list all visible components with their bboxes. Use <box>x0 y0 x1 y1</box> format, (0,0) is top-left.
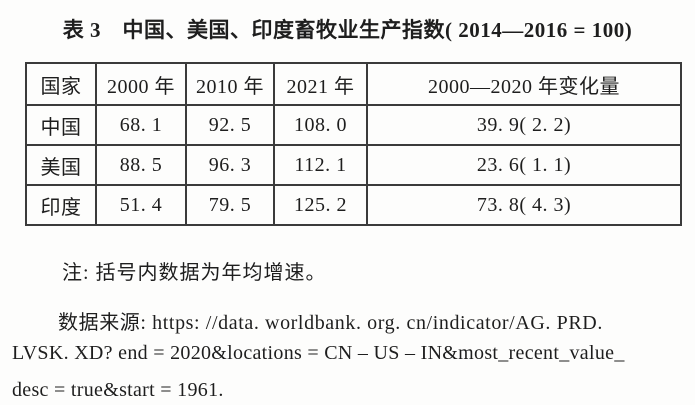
data-source-line-2: LVSK. XD? end = 2020&locations = CN – US… <box>12 342 625 364</box>
cell-country: 美国 <box>25 144 97 186</box>
cell-value: 108. 0 <box>273 104 368 146</box>
cell-change: 23. 6( 1. 1) <box>366 144 682 186</box>
cell-country: 中国 <box>25 104 97 146</box>
table-row-usa: 美国 88. 5 96. 3 112. 1 23. 6( 1. 1) <box>25 144 682 186</box>
cell-change: 73. 8( 4. 3) <box>366 184 682 226</box>
cell-value: 96. 3 <box>185 144 275 186</box>
col-header-2021: 2021 年 <box>273 62 368 106</box>
cell-value: 92. 5 <box>185 104 275 146</box>
table-caption: 表 3 中国、美国、印度畜牧业生产指数( 2014—2016 = 100) <box>62 18 633 42</box>
col-header-change: 2000—2020 年变化量 <box>366 62 682 106</box>
livestock-index-table: 国家 2000 年 2010 年 2021 年 2000—2020 年变化量 中… <box>25 62 682 226</box>
table-note: 注: 括号内数据为年均增速。 <box>62 262 327 284</box>
table-row-china: 中国 68. 1 92. 5 108. 0 39. 9( 2. 2) <box>25 104 682 146</box>
cell-value: 125. 2 <box>273 184 368 226</box>
col-header-2010: 2010 年 <box>185 62 275 106</box>
cell-value: 79. 5 <box>185 184 275 226</box>
cell-value: 68. 1 <box>95 104 187 146</box>
cell-change: 39. 9( 2. 2) <box>366 104 682 146</box>
col-header-2000: 2000 年 <box>95 62 187 106</box>
cell-country: 印度 <box>25 184 97 226</box>
data-source-line-1: 数据来源: https: //data. worldbank. org. cn/… <box>58 312 603 334</box>
cell-value: 88. 5 <box>95 144 187 186</box>
table-header-row: 国家 2000 年 2010 年 2021 年 2000—2020 年变化量 <box>25 62 682 106</box>
table-row-india: 印度 51. 4 79. 5 125. 2 73. 8( 4. 3) <box>25 184 682 226</box>
cell-value: 112. 1 <box>273 144 368 186</box>
col-header-country: 国家 <box>25 62 97 106</box>
cell-value: 51. 4 <box>95 184 187 226</box>
data-source-line-3: desc = true&start = 1961. <box>12 379 224 401</box>
